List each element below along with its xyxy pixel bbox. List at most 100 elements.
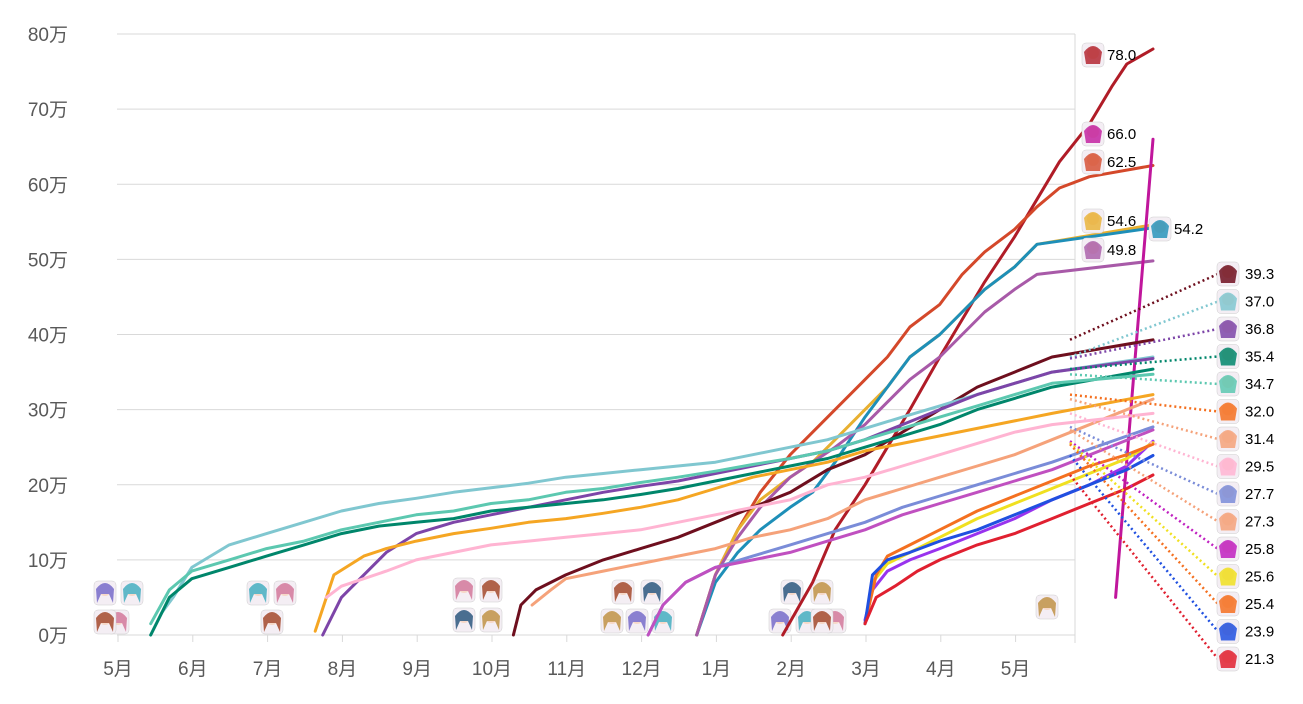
series-line — [646, 425, 1155, 637]
avatar-hair — [783, 582, 801, 602]
avatar-hair — [1084, 212, 1102, 230]
avatar-markers — [93, 577, 1059, 635]
avatar-icon — [600, 608, 624, 634]
x-tick-label: 1月 — [702, 659, 732, 680]
gridlines — [117, 33, 1076, 643]
end-label-value: 31.4 — [1245, 431, 1274, 448]
end-label: 25.8 — [1216, 536, 1274, 562]
end-label: 29.5 — [1216, 454, 1274, 479]
dotted-connector — [1069, 397, 1219, 441]
dotted-connector — [1069, 474, 1219, 660]
avatar-icon — [768, 608, 792, 634]
dotted-connector — [1069, 327, 1219, 360]
x-tick-label: 6月 — [178, 659, 208, 680]
avatar-hair — [813, 582, 831, 602]
avatar-hair — [1219, 540, 1237, 558]
avatar-hair — [1219, 402, 1237, 421]
avatar-icon — [810, 579, 834, 605]
x-tick-label: 4月 — [926, 659, 956, 680]
dotted-connector — [1069, 428, 1219, 523]
avatar-hair — [1219, 320, 1237, 338]
end-label-value: 62.5 — [1107, 154, 1136, 171]
end-label-value: 78.0 — [1107, 47, 1136, 64]
avatar-icon — [640, 579, 664, 605]
avatar-icon — [479, 577, 503, 603]
end-label-value: 25.4 — [1245, 596, 1274, 613]
avatar-hair — [643, 582, 661, 602]
avatar-icon — [810, 608, 834, 634]
avatar-hair — [455, 610, 473, 630]
end-labels: 78.0 66.0 62.5 54.6 54.2 49.8 39.3 37.0 36.8 35.4… — [1081, 42, 1274, 672]
end-label: 27.7 — [1216, 481, 1274, 507]
end-label: 62.5 — [1081, 149, 1136, 175]
avatar-hair — [1219, 512, 1237, 531]
avatar-hair — [96, 612, 114, 632]
avatar-hair — [603, 611, 621, 631]
end-label-value: 35.4 — [1245, 349, 1274, 366]
end-label-value: 66.0 — [1107, 126, 1136, 143]
end-label: 35.4 — [1216, 344, 1274, 369]
y-tick-label: 50万 — [28, 250, 68, 271]
end-label-value: 21.3 — [1245, 651, 1274, 668]
label-connectors — [1069, 272, 1219, 660]
dotted-connector — [1069, 454, 1219, 633]
avatar-icon — [1035, 594, 1059, 620]
end-label: 23.9 — [1216, 619, 1274, 644]
end-label-value: 37.0 — [1245, 294, 1274, 311]
avatar-hair — [482, 610, 500, 630]
dotted-connector — [1069, 300, 1219, 359]
avatar-hair — [1219, 347, 1237, 366]
avatar-icon — [479, 607, 503, 633]
end-label: 36.8 — [1216, 316, 1274, 342]
end-label: 39.3 — [1216, 261, 1274, 287]
avatar-hair — [771, 611, 789, 631]
avatar-hair — [96, 583, 114, 603]
avatar-hair — [455, 580, 473, 600]
series-line — [149, 355, 1155, 637]
avatar-hair — [813, 611, 831, 631]
avatar-hair — [1084, 46, 1102, 64]
dotted-connector — [1069, 443, 1219, 605]
avatar-icon — [246, 580, 270, 606]
end-label: 78.0 — [1081, 42, 1136, 68]
avatar-hair — [482, 580, 500, 600]
series-line — [695, 164, 1155, 637]
end-label: 25.6 — [1216, 564, 1274, 589]
avatar-icon — [120, 580, 144, 606]
series-line — [863, 441, 1155, 626]
avatar-hair — [276, 583, 294, 603]
end-label-value: 36.8 — [1245, 321, 1274, 338]
avatar-icon — [625, 608, 649, 634]
end-label-value: 54.6 — [1107, 213, 1136, 230]
x-tick-label: 5月 — [1001, 659, 1031, 680]
end-label: 49.8 — [1081, 237, 1136, 263]
avatar-hair — [1151, 220, 1169, 238]
avatar-hair — [1219, 375, 1237, 393]
avatar-hair — [249, 583, 267, 603]
y-tick-label: 10万 — [28, 551, 68, 572]
end-label: 54.2 — [1148, 216, 1203, 242]
end-label: 37.0 — [1216, 289, 1274, 314]
x-tick-label: 9月 — [402, 659, 432, 680]
avatar-icon — [260, 609, 284, 635]
y-tick-label: 20万 — [28, 476, 68, 497]
avatar-hair — [614, 582, 632, 602]
end-label: 25.4 — [1216, 591, 1274, 617]
x-tick-label: 3月 — [851, 659, 881, 680]
end-label-value: 25.8 — [1245, 541, 1274, 558]
x-tick-label: 8月 — [328, 659, 358, 680]
avatar-icon — [273, 580, 297, 606]
end-label: 66.0 — [1081, 121, 1136, 147]
avatar-icon — [93, 580, 117, 606]
avatar-hair — [1084, 241, 1102, 259]
y-tick-label: 70万 — [28, 100, 68, 121]
avatar-hair — [1219, 485, 1237, 503]
x-tick-label: 2月 — [776, 659, 806, 680]
x-tick-label: 10月 — [472, 659, 512, 680]
series-line — [863, 439, 1155, 622]
avatar-icon — [611, 579, 635, 605]
series-line — [149, 367, 1155, 637]
end-label: 27.3 — [1216, 509, 1274, 534]
series-line — [1114, 137, 1155, 599]
